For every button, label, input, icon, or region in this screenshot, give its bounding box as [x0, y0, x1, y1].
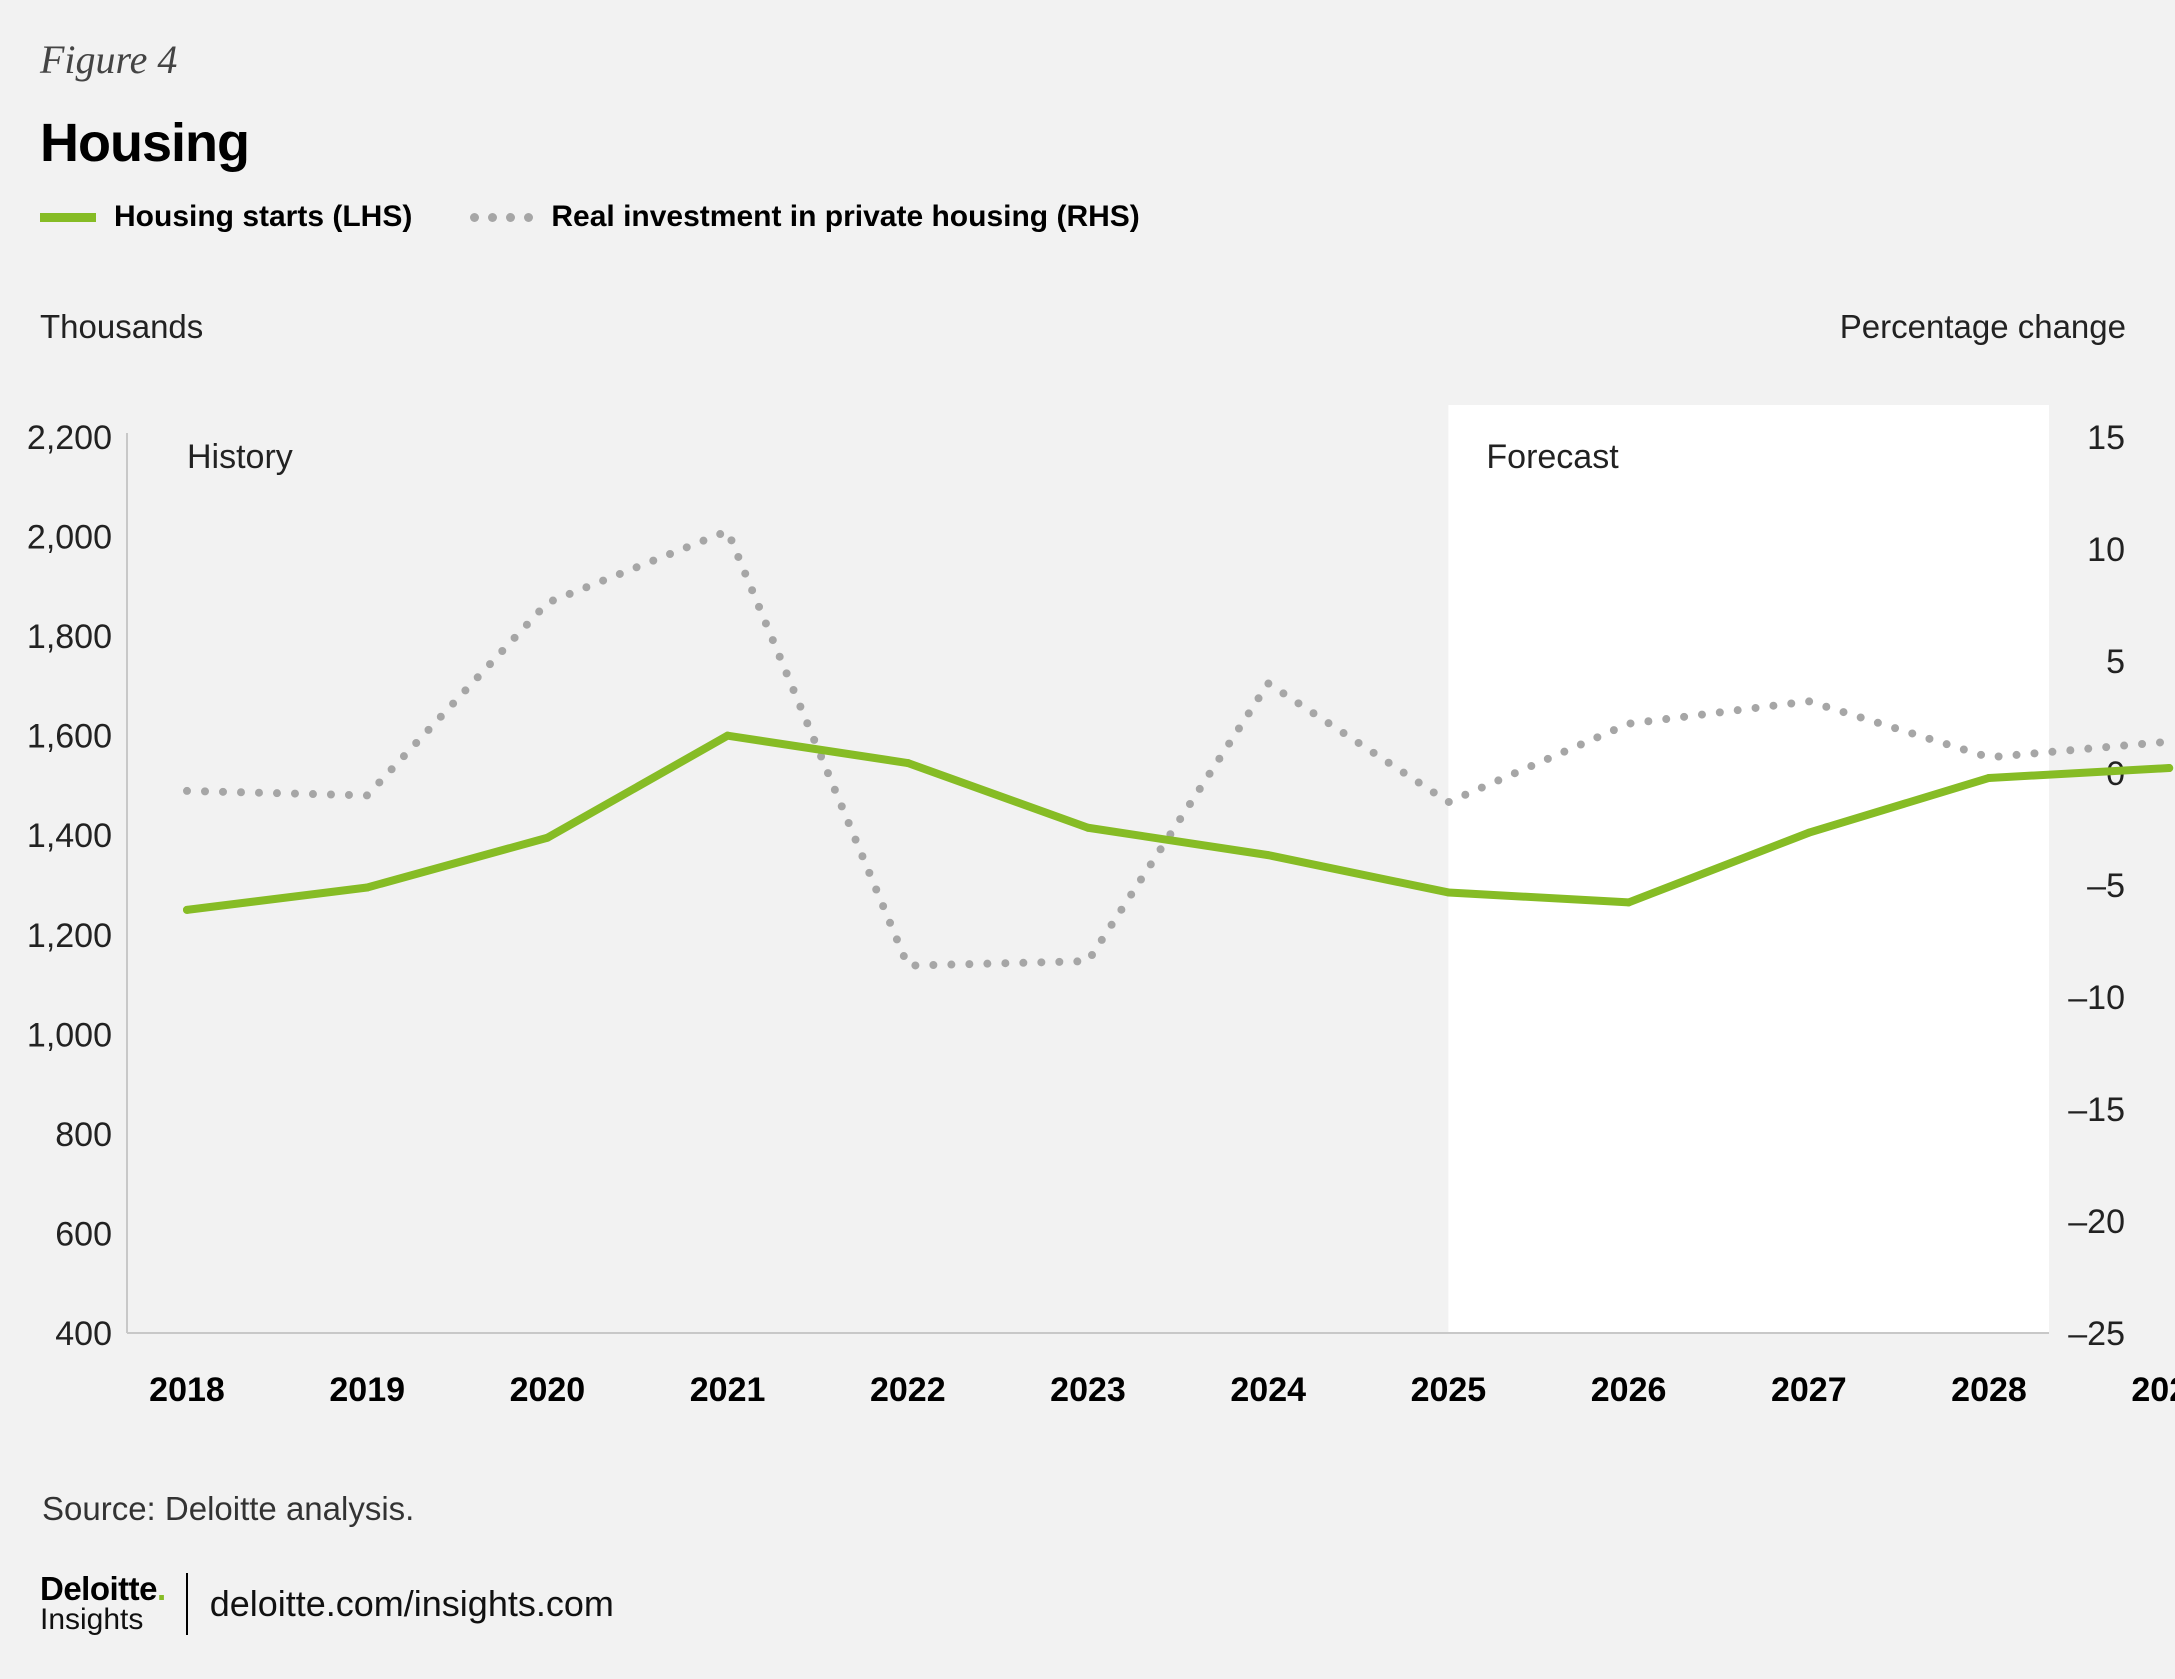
legend-label-housing-starts: Housing starts (LHS) [114, 200, 413, 233]
y-left-tick-label: 1,600 [27, 718, 112, 756]
data-point-housing-starts [1444, 888, 1453, 897]
y-right-tick-label: –25 [2068, 1315, 2125, 1353]
footer-url[interactable]: deloitte.com/insights.com [209, 1582, 614, 1624]
chart-title: Housing [40, 113, 250, 173]
legend-item-housing-starts: Housing starts (LHS) [40, 200, 412, 234]
x-tick-label: 2025 [1411, 1371, 1487, 1409]
forecast-region [1448, 405, 2049, 1333]
data-point-housing-starts [723, 731, 732, 740]
y-right-tick-label: –20 [2068, 1203, 2125, 1241]
footer: Deloitte. Insights deloitte.com/insights… [40, 1572, 614, 1635]
y-left-tick-label: 800 [55, 1116, 112, 1154]
data-point-housing-starts [903, 759, 912, 768]
y-right-tick-label: 10 [2087, 531, 2125, 569]
y-left-tick-label: 400 [55, 1315, 112, 1353]
x-tick-label: 2021 [690, 1371, 766, 1409]
y-left-tick-label: 1,000 [27, 1016, 112, 1054]
y-right-tick-label: –5 [2087, 867, 2125, 905]
x-tick-label: 2027 [1771, 1371, 1847, 1409]
x-tick-label: 2029 [2131, 1371, 2175, 1409]
footer-divider [185, 1572, 188, 1635]
y-left-tick-label: 600 [55, 1215, 112, 1253]
x-tick-label: 2026 [1591, 1371, 1667, 1409]
logo-sub: Insights [40, 1603, 144, 1636]
y-left-tick-label: 2,000 [27, 519, 112, 557]
region-label-history: History [187, 438, 293, 476]
y-right-tick-label: 5 [2106, 643, 2125, 681]
data-point-housing-starts [1985, 773, 1993, 782]
data-point-housing-starts [183, 905, 191, 914]
legend-swatch-solid-line [40, 212, 96, 222]
y-right-tick-label: –15 [2068, 1091, 2125, 1129]
x-tick-label: 2024 [1230, 1371, 1306, 1409]
series-line-real-investment [183, 527, 2174, 970]
x-tick-label: 2020 [510, 1371, 586, 1409]
figure-label: Figure 4 [40, 37, 178, 82]
data-point-housing-starts [1084, 823, 1092, 832]
x-tick-label: 2023 [1050, 1371, 1126, 1409]
series-line-housing-starts [183, 731, 2174, 914]
y-right-tick-label: 15 [2087, 419, 2125, 457]
left-axis-unit-label: Thousands [40, 308, 204, 345]
right-axis-unit-label: Percentage change [1839, 308, 2126, 345]
legend: Housing starts (LHS) Real investment in … [40, 200, 1198, 234]
data-point-housing-starts [1264, 851, 1273, 860]
y-left-tick-label: 1,200 [27, 917, 112, 955]
source-note: Source: Deloitte analysis. [42, 1490, 415, 1527]
data-point-housing-starts [1624, 898, 1633, 907]
data-point-housing-starts [1804, 828, 1813, 837]
legend-item-real-investment: Real investment in private housing (RHS) [470, 200, 1140, 234]
x-tick-label: 2019 [329, 1371, 405, 1409]
data-point-housing-starts [2165, 764, 2174, 773]
legend-label-real-investment: Real investment in private housing (RHS) [551, 200, 1140, 233]
y-left-tick-label: 1,400 [27, 817, 112, 855]
deloitte-insights-logo: Deloitte. Insights [40, 1572, 166, 1635]
x-tick-label: 2022 [870, 1371, 946, 1409]
y-left-tick-label: 1,800 [27, 618, 112, 656]
y-left-tick-label: 2,200 [27, 419, 112, 457]
y-right-tick-label: –10 [2068, 979, 2125, 1017]
legend-swatch-dotted-line [470, 212, 534, 222]
logo-brand: Deloitte. [40, 1570, 166, 1607]
x-tick-label: 2028 [1951, 1371, 2027, 1409]
region-label-forecast: Forecast [1486, 438, 1619, 476]
x-tick-label: 2018 [149, 1371, 225, 1409]
data-point-housing-starts [543, 833, 552, 842]
data-point-housing-starts [363, 883, 372, 892]
